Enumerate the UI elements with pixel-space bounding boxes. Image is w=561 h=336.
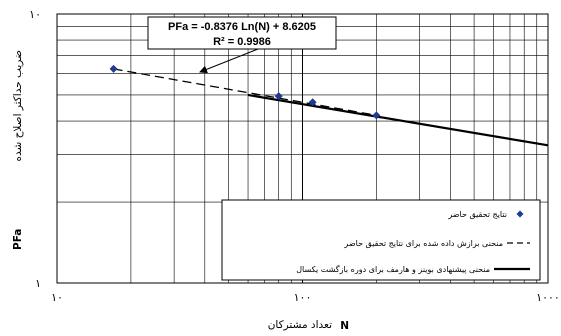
y-axis-symbol: PFa	[12, 229, 24, 250]
plot-frame	[56, 13, 549, 284]
legend-marker-points	[516, 210, 524, 218]
y-axis-title-group: ضریب حداکثر اصلاح شده PFa	[12, 50, 24, 250]
y-tick-label: ۱۰	[29, 8, 41, 21]
x-tick-label: ۱۰۰	[294, 291, 312, 304]
data-point	[109, 64, 118, 73]
series-layer	[109, 64, 549, 147]
x-tick-label: ۱۰	[51, 291, 63, 304]
x-axis-symbol: N	[340, 320, 349, 332]
legend-label-points: نتایج تحقیق حاضر	[447, 210, 507, 219]
data-point	[372, 111, 381, 120]
tick-labels: ۱۰ ۱۰۰ ۱۰۰۰ ۱۰ ۱	[29, 8, 560, 304]
legend-label-fit: منحنی برازش داده شده برای نتایج تحقیق حا…	[343, 239, 503, 248]
equation-line-1: PFa = -0.8376 Ln(N) + 8.6205	[168, 21, 316, 33]
y-axis-title: ضریب حداکثر اصلاح شده	[12, 50, 24, 162]
x-tick-label: ۱۰۰۰	[536, 291, 560, 304]
legend-label-reference: منحنی پیشنهادی بوینز و هارمف برای دوره ب…	[296, 264, 490, 274]
legend: نتایج تحقیق حاضر منحنی برازش داده شده بر…	[221, 199, 541, 281]
equation-box: PFa = -0.8376 Ln(N) + 8.6205 R² = 0.9986	[147, 16, 337, 74]
y-tick-label: ۱	[35, 277, 41, 290]
data-point	[308, 98, 317, 107]
equation-line-2: R² = 0.9986	[213, 36, 271, 48]
data-point	[274, 92, 283, 101]
legend-frame	[221, 199, 541, 281]
x-axis-title: تعداد مشترکان	[268, 319, 332, 331]
series-reference-line	[247, 93, 549, 147]
equation-arrow	[199, 48, 259, 74]
equation-frame	[147, 16, 337, 50]
series-fit-line	[113, 68, 377, 116]
